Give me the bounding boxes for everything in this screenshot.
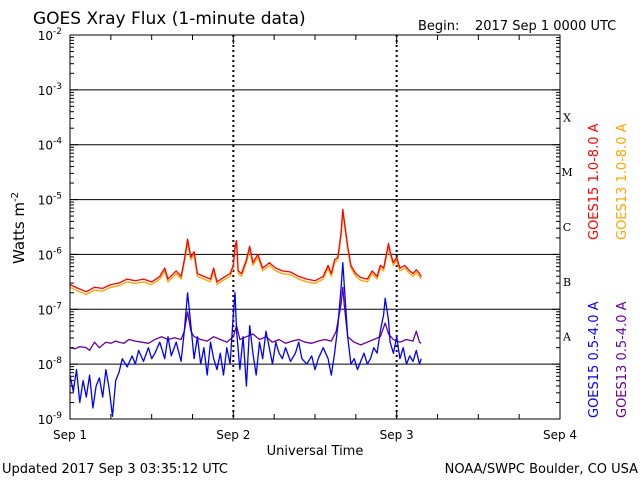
y-axis-label-exp: -2 [10,192,21,202]
x-tick-label: Sep 4 [543,428,577,442]
y-tick-label-exp: -5 [53,192,62,202]
y-tick-labels: 10-210-310-410-510-610-710-810-9 [38,27,63,427]
y-tick-label-base: 10 [38,248,53,262]
flare-class-label: A [562,331,572,344]
y-tick-label-exp: -4 [53,137,62,147]
x-tick-labels: Sep 1 Sep 2 Sep 3 Sep 4 [53,428,577,442]
y-tick-label: 10-3 [38,82,62,98]
flare-class-label: C [563,221,571,234]
begin-label: Begin: [418,19,459,34]
y-tick-label-base: 10 [38,29,53,43]
legend: GOES15 1.0-8.0 A GOES13 1.0-8.0 A GOES15 0… [587,123,630,418]
y-tick-label-exp: -8 [53,356,62,366]
x-tick-label: Sep 2 [216,428,250,442]
series-line [69,262,422,417]
y-tick-label-exp: -6 [53,246,62,256]
y-tick-label-exp: -9 [53,411,62,421]
credit-text: NOAA/SWPC Boulder, CO USA [445,462,638,477]
y-tick-label-base: 10 [38,358,53,372]
x-axis-label: Universal Time [267,444,364,459]
y-tick-label-base: 10 [38,139,53,153]
y-tick-label-base: 10 [38,303,53,317]
legend-entry: GOES15 0.5-4.0 A [587,301,602,418]
legend-entry: GOES13 1.0-8.0 A [615,123,630,240]
flare-class-label: M [561,166,572,179]
x-tick-label: Sep 3 [380,428,414,442]
y-tick-label: 10-2 [38,27,62,43]
y-tick-label: 10-5 [38,192,62,208]
flare-class-labels: X M C B A [561,111,572,343]
legend-entry: GOES15 1.0-8.0 A [587,123,602,240]
flare-class-label: B [563,276,571,289]
series-layer [69,208,422,417]
begin-value: 2017 Sep 1 0000 UTC [475,19,616,34]
y-tick-label-exp: -3 [53,82,62,92]
y-tick-label-base: 10 [38,84,53,98]
series-line [69,286,422,352]
flare-class-label: X [563,111,571,124]
x-tick-label: Sep 1 [53,428,87,442]
y-axis-label-text: Watts m [10,202,28,264]
y-tick-label: 10-7 [38,301,62,317]
updated-timestamp: Updated 2017 Sep 3 03:35:12 UTC [2,462,228,477]
y-tick-label-base: 10 [38,194,53,208]
grid [70,35,560,419]
y-tick-label-exp: -2 [53,27,62,37]
y-axis-label: Watts m-2 [10,192,28,264]
y-tick-label: 10-9 [38,411,63,427]
y-tick-label-exp: -7 [53,301,62,311]
axis-ticks [69,34,561,420]
y-tick-label-base: 10 [38,413,53,427]
series-line [69,208,422,293]
y-tick-label: 10-4 [38,137,63,153]
y-tick-label: 10-6 [38,246,63,262]
series-line [69,212,422,296]
y-tick-label: 10-8 [38,356,63,372]
chart-title: GOES Xray Flux (1-minute data) [33,9,306,29]
legend-entry: GOES13 0.5-4.0 A [615,301,630,418]
